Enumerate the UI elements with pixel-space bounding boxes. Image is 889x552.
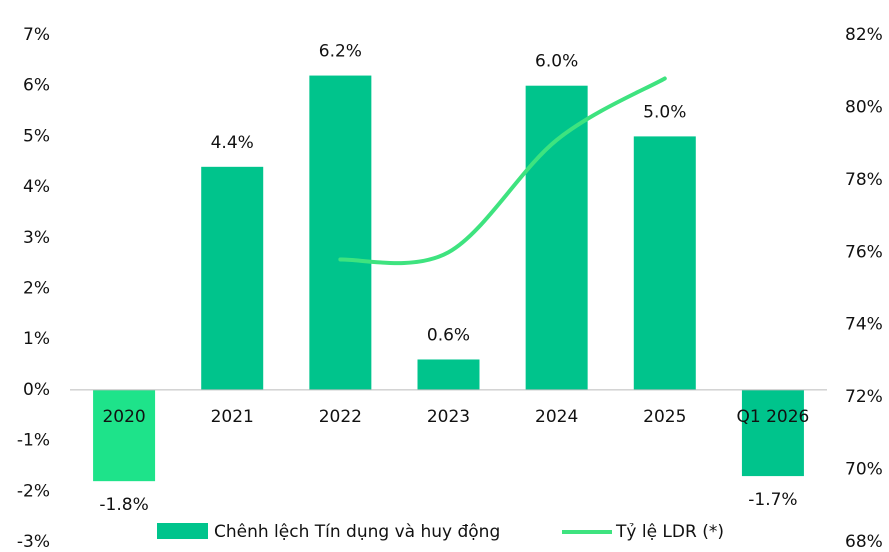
y2-tick-label: 68% [845,532,883,552]
y-tick-label: 3% [23,228,50,248]
bar [309,75,372,390]
y2-tick-label: 70% [845,460,883,480]
y-tick-label: -3% [17,532,50,552]
bar [525,85,588,390]
data-label: 6.2% [319,42,362,62]
y-tick-label: 1% [23,329,50,349]
x-tick-label: 2025 [643,407,686,427]
y-tick-label: -1% [17,431,50,451]
data-label: 5.0% [643,102,686,122]
y2-tick-label: 80% [845,97,883,117]
y-tick-label: 0% [23,380,50,400]
bar [417,359,480,390]
y-tick-label: -2% [17,481,50,501]
data-label: 4.4% [211,133,254,153]
y2-tick-label: 82% [845,25,883,45]
y2-tick-label: 78% [845,170,883,190]
bar [93,389,156,482]
x-tick-label: 2021 [211,407,254,427]
x-tick-label: 2020 [102,407,145,427]
y-tick-label: 6% [23,76,50,96]
bar [741,389,804,477]
x-tick-label: 2024 [535,407,578,427]
data-label: 0.6% [427,325,470,345]
x-tick-label: Q1 2026 [736,407,809,427]
bar [201,166,264,390]
y2-tick-label: 72% [845,387,883,407]
y-tick-label: 4% [23,177,50,197]
x-tick-label: 2023 [427,407,470,427]
y-tick-label: 7% [23,25,50,45]
bar [633,136,696,390]
y-tick-label: 5% [23,126,50,146]
ldr-line [338,76,667,266]
legend-label: Chênh lệch Tín dụng và huy động [214,522,500,542]
y2-tick-label: 76% [845,242,883,262]
legend-swatch [157,523,208,539]
y-tick-label: 2% [23,279,50,299]
x-tick-label: 2022 [319,407,362,427]
legend-label: Tỷ lệ LDR (*) [615,522,724,542]
data-label: -1.8% [99,495,148,515]
data-label: 6.0% [535,52,578,72]
y2-tick-label: 74% [845,315,883,335]
data-label: -1.7% [748,490,797,510]
